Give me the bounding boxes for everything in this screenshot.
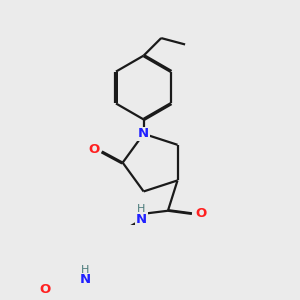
Text: H: H bbox=[81, 265, 90, 275]
Text: O: O bbox=[88, 143, 100, 156]
Text: H: H bbox=[137, 205, 146, 214]
Text: O: O bbox=[40, 284, 51, 296]
Text: N: N bbox=[136, 212, 147, 226]
Text: O: O bbox=[195, 207, 206, 220]
Text: N: N bbox=[138, 127, 149, 140]
Text: N: N bbox=[80, 273, 91, 286]
